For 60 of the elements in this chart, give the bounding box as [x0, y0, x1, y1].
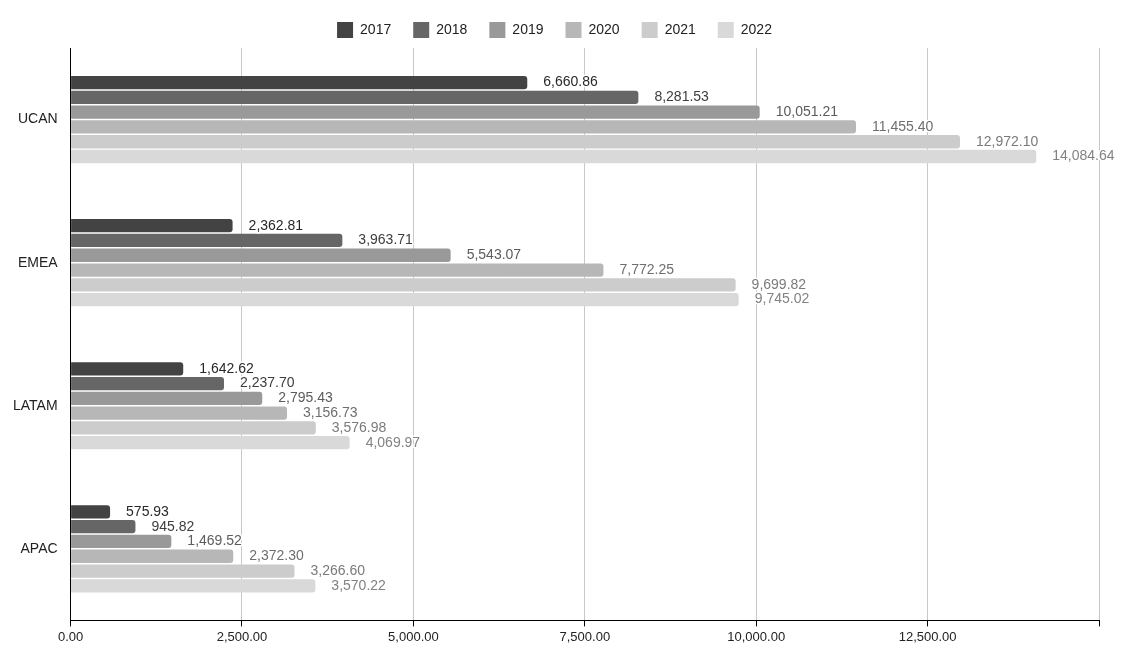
bar — [71, 391, 263, 406]
y-tick-label: LATAM — [12, 396, 58, 413]
y-tick-label: EMEA — [17, 253, 59, 270]
legend-label: 2017 — [360, 20, 392, 37]
data-label: 12,972.10 — [975, 132, 1039, 149]
bar — [71, 406, 288, 420]
bar — [71, 362, 184, 376]
legend-label: 2018 — [436, 20, 468, 37]
bar — [71, 149, 1037, 164]
data-label: 8,281.53 — [654, 88, 710, 105]
data-label: 3,266.60 — [310, 561, 366, 578]
bar — [71, 233, 343, 248]
bar — [71, 120, 856, 134]
x-tick-label: 7,500.00 — [559, 628, 611, 644]
data-label: 3,963.71 — [358, 231, 414, 248]
bar — [71, 248, 451, 262]
bar — [71, 75, 528, 90]
bar — [71, 549, 234, 563]
data-label: 2,795.43 — [278, 389, 333, 406]
data-label: 14,084.64 — [1052, 147, 1115, 164]
legend-label: 2022 — [740, 20, 773, 37]
bar — [71, 520, 136, 534]
data-label: 5,543.07 — [466, 246, 522, 263]
legend-label: 2021 — [664, 20, 696, 37]
bar — [71, 534, 172, 549]
bar — [71, 90, 639, 105]
data-label: 10,051.21 — [775, 103, 839, 120]
data-label: 7,772.25 — [619, 260, 675, 277]
legend-label: 2019 — [512, 20, 544, 37]
data-label: 3,570.22 — [331, 576, 387, 593]
data-label: 11,455.40 — [871, 117, 934, 134]
data-label: 1,642.62 — [199, 359, 254, 376]
bar — [71, 263, 604, 277]
data-label: 575.93 — [126, 502, 170, 519]
data-label: 4,069.97 — [365, 433, 421, 450]
bar — [71, 505, 111, 519]
x-tick-label: 0.00 — [57, 628, 84, 644]
bar — [71, 436, 350, 450]
data-label: 3,156.73 — [303, 404, 358, 420]
data-label: 1,469.52 — [187, 532, 243, 549]
data-label: 2,372.30 — [249, 547, 304, 564]
x-tick-label: 2,500.00 — [216, 628, 268, 644]
x-tick-label: 10,000.00 — [727, 628, 786, 644]
data-label: 945.82 — [151, 517, 195, 534]
data-label: 2,237.70 — [240, 374, 295, 391]
bar — [71, 105, 760, 119]
data-label: 2,362.81 — [248, 216, 304, 233]
data-label: 3,576.98 — [331, 418, 387, 435]
data-label: 9,745.02 — [754, 290, 810, 307]
bar — [71, 292, 739, 307]
x-tick-label: 5,000.00 — [388, 628, 439, 644]
legend-label: 2020 — [588, 20, 620, 37]
y-tick-label: APAC — [20, 539, 58, 556]
bar — [71, 219, 233, 233]
y-tick-label: UCAN — [17, 110, 58, 127]
data-label: 6,660.86 — [543, 73, 598, 90]
bar — [71, 579, 316, 593]
data-label: 9,699.82 — [751, 275, 807, 292]
bar — [71, 376, 225, 391]
x-tick-label: 12,500.00 — [898, 628, 957, 644]
